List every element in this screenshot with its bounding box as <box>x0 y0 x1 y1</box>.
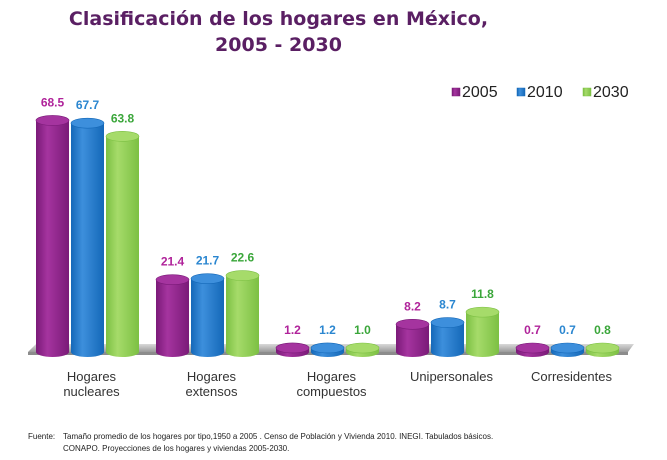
legend-swatch <box>451 87 461 97</box>
category-label: Hogares compuestos <box>296 369 367 399</box>
bar-2030-1 <box>225 270 260 357</box>
bar-2030-2 <box>345 342 380 357</box>
value-label: 0.8 <box>594 323 611 337</box>
legend-label: 2010 <box>527 84 563 101</box>
value-label: 22.6 <box>231 251 255 265</box>
bar-2005-2 <box>275 342 310 357</box>
bar-2030-3 <box>465 306 500 357</box>
value-label: 8.2 <box>404 299 421 313</box>
chart-title-line1: Clasificación de los hogares en México, <box>68 8 489 30</box>
value-label: 63.8 <box>111 111 135 125</box>
legend-swatch <box>516 87 526 97</box>
value-label: 1.0 <box>354 323 371 337</box>
value-label: 1.2 <box>319 323 336 337</box>
bar-2005-0 <box>35 115 70 357</box>
chart-title-line2: 2005 - 2030 <box>215 34 342 56</box>
plot-area: 68.5 67.7 63.8 21.4 21.7 22.6 1.2 1.2 1.0 8.2 8.7 1… <box>28 84 634 399</box>
legend-label: 2030 <box>593 84 629 101</box>
value-label: 11.8 <box>471 287 494 301</box>
bar-2010-1 <box>190 273 225 357</box>
value-label: 1.2 <box>284 323 301 337</box>
legend-label: 2005 <box>462 84 498 101</box>
value-label: 8.7 <box>439 298 456 312</box>
legend-item-2005: 2005 <box>451 84 498 101</box>
source-note: Fuente: Tamaño promedio de los hogares po… <box>28 431 493 455</box>
legend-item-2010: 2010 <box>516 84 563 101</box>
bar-2010-0 <box>70 117 105 357</box>
value-label: 21.7 <box>196 254 220 268</box>
value-label: 67.7 <box>76 98 100 112</box>
source-label: Fuente: <box>28 432 56 441</box>
bar-2030-4 <box>585 342 620 357</box>
legend-swatch <box>582 87 592 97</box>
bar-2030-0 <box>105 131 140 357</box>
legend-item-2030: 2030 <box>582 84 629 101</box>
bar-2005-1 <box>155 274 190 357</box>
bar-2010-2 <box>310 342 345 357</box>
source-line-2: CONAPO. Proyecciones de los hogares y vi… <box>63 444 290 453</box>
bar-2005-4 <box>515 342 550 357</box>
category-label: Corresidentes <box>531 369 612 384</box>
category-label: Hogares nucleares <box>63 369 120 399</box>
value-label: 68.5 <box>41 95 65 109</box>
bar-2010-3 <box>430 317 465 357</box>
category-label: Unipersonales <box>410 369 494 384</box>
chart-title: Clasificación de los hogares en México, … <box>0 6 557 58</box>
value-label: 21.4 <box>161 255 185 269</box>
source-line-1: Tamaño promedio de los hogares por tipo,… <box>63 432 494 441</box>
bar-2010-4 <box>550 342 585 357</box>
value-label: 0.7 <box>559 323 576 337</box>
bar-2005-3 <box>395 318 430 357</box>
value-label: 0.7 <box>524 323 541 337</box>
category-label: Hogares extensos <box>185 369 238 399</box>
